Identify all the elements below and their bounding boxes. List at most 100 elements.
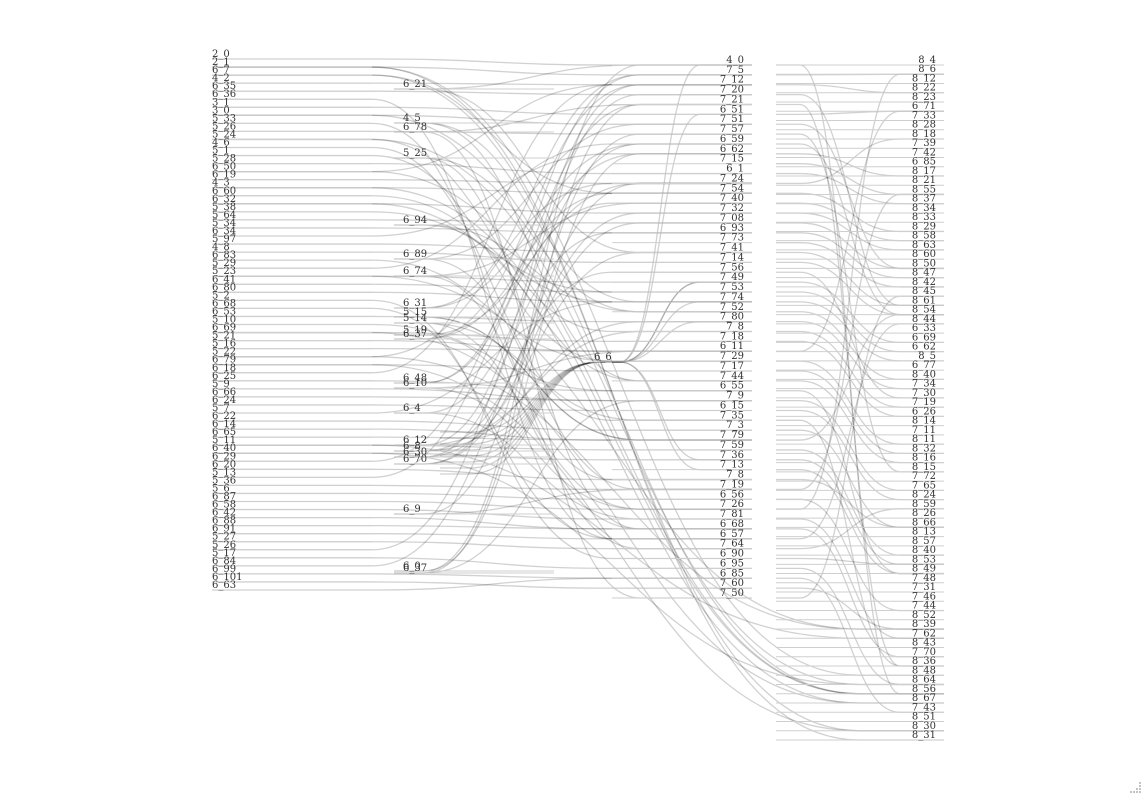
flow-link [394, 399, 752, 574]
flow-link [212, 211, 752, 293]
node-label: 7_64 [720, 539, 744, 550]
node-label: 7_79 [720, 430, 744, 441]
flow-link [394, 64, 752, 90]
node-label: 8_6 [918, 64, 936, 75]
node-label: 5_9 [212, 379, 230, 390]
flow-link [394, 153, 752, 572]
node-label: 5_7 [212, 403, 230, 414]
flow-link [212, 114, 752, 125]
flow-link [212, 364, 752, 372]
node-label: 7_51 [720, 114, 744, 125]
flow-link [212, 420, 752, 431]
node-label: 5_33 [212, 113, 236, 124]
flow-link [212, 162, 752, 175]
node-label: 4_3 [212, 178, 230, 189]
node-label: 7_41 [720, 243, 744, 254]
node-label: 8_55 [912, 184, 936, 195]
node-label: 8_29 [912, 221, 936, 232]
flow-link [394, 157, 752, 530]
node-label: 8_50 [912, 258, 936, 269]
flow-link [394, 322, 752, 530]
node-label: 8_5 [918, 351, 936, 362]
node-label: 6_65 [212, 427, 236, 438]
node-label: 6_29 [212, 451, 236, 462]
flow-link [440, 361, 612, 475]
flow-link [394, 258, 752, 491]
flow-link [440, 361, 612, 433]
flow-link [212, 557, 752, 570]
node-label: 7_9 [726, 391, 744, 402]
node-label: 6_59 [720, 134, 744, 145]
node-label: 7_62 [912, 628, 936, 639]
node-label: 6_51 [720, 104, 744, 115]
node-label: 5_64 [212, 210, 236, 221]
node-label: 5_10 [212, 315, 236, 326]
resize-grip-icon[interactable] [1128, 780, 1142, 794]
node-label: 7_54 [720, 183, 744, 194]
node-label: 7_8 [726, 322, 744, 333]
node-label: 6_26 [912, 406, 936, 417]
node-label: 6_0 [403, 561, 421, 572]
node-label: 5_6 [212, 483, 230, 494]
flow-link [612, 113, 752, 363]
node-label: 8_42 [912, 277, 936, 288]
flow-link [394, 275, 752, 550]
node-label: 6_80 [212, 282, 236, 293]
node-label: 8_11 [912, 434, 936, 445]
node-label: 6_10 [403, 378, 427, 389]
node-label: 6_60 [212, 186, 236, 197]
node-label: 6_36 [212, 89, 236, 100]
flow-link [212, 187, 752, 194]
node-label: 5_21 [212, 331, 236, 342]
node-label: 6_34 [212, 226, 236, 237]
node-label: 7_42 [912, 147, 936, 158]
flow-link [212, 243, 752, 254]
node-label: 6_21 [403, 79, 427, 90]
flow-link [440, 361, 612, 457]
flow-link [440, 361, 612, 445]
flow-link [212, 444, 944, 639]
flow-link [212, 291, 752, 303]
node-label: 5_25 [403, 148, 427, 159]
flow-link [776, 123, 944, 270]
flow-link [394, 133, 752, 515]
flow-link [776, 577, 944, 713]
node-label: 6_58 [212, 500, 236, 511]
flow-link [212, 98, 752, 540]
flow-link [212, 492, 752, 500]
flow-link [212, 271, 752, 567]
node-label: 8_53 [912, 554, 936, 565]
node-label: 6_87 [212, 492, 236, 503]
flow-link [394, 412, 752, 520]
flow-link [212, 179, 752, 185]
flow-link [776, 330, 944, 408]
node-label: 6_55 [720, 381, 744, 392]
node-label: 7_29 [720, 351, 744, 362]
flow-link [394, 387, 752, 510]
flow-link [212, 573, 752, 579]
flow-link [776, 314, 944, 441]
node-label: 6_85 [720, 568, 744, 579]
flow-link [776, 222, 944, 270]
node-label: 7_26 [720, 499, 744, 510]
node-label: 7_39 [912, 138, 936, 149]
flow-link [212, 331, 944, 704]
flow-link [440, 361, 612, 439]
node-label: 5_11 [212, 435, 236, 446]
node-label: 5_26 [212, 540, 236, 551]
flow-link [212, 388, 752, 402]
node-label: 7_73 [720, 233, 744, 244]
node-label: 7_17 [720, 361, 744, 372]
node-label: 8_39 [912, 619, 936, 630]
node-label: 8_34 [912, 203, 936, 214]
node-label: 6_93 [720, 223, 744, 234]
flow-link [212, 347, 752, 352]
node-label: 7_57 [720, 124, 744, 135]
flow-link [394, 350, 752, 389]
flow-link [394, 488, 752, 515]
flow-link [776, 459, 944, 565]
flow-link [776, 587, 944, 630]
flow-link [776, 251, 944, 307]
flow-link [212, 154, 752, 362]
